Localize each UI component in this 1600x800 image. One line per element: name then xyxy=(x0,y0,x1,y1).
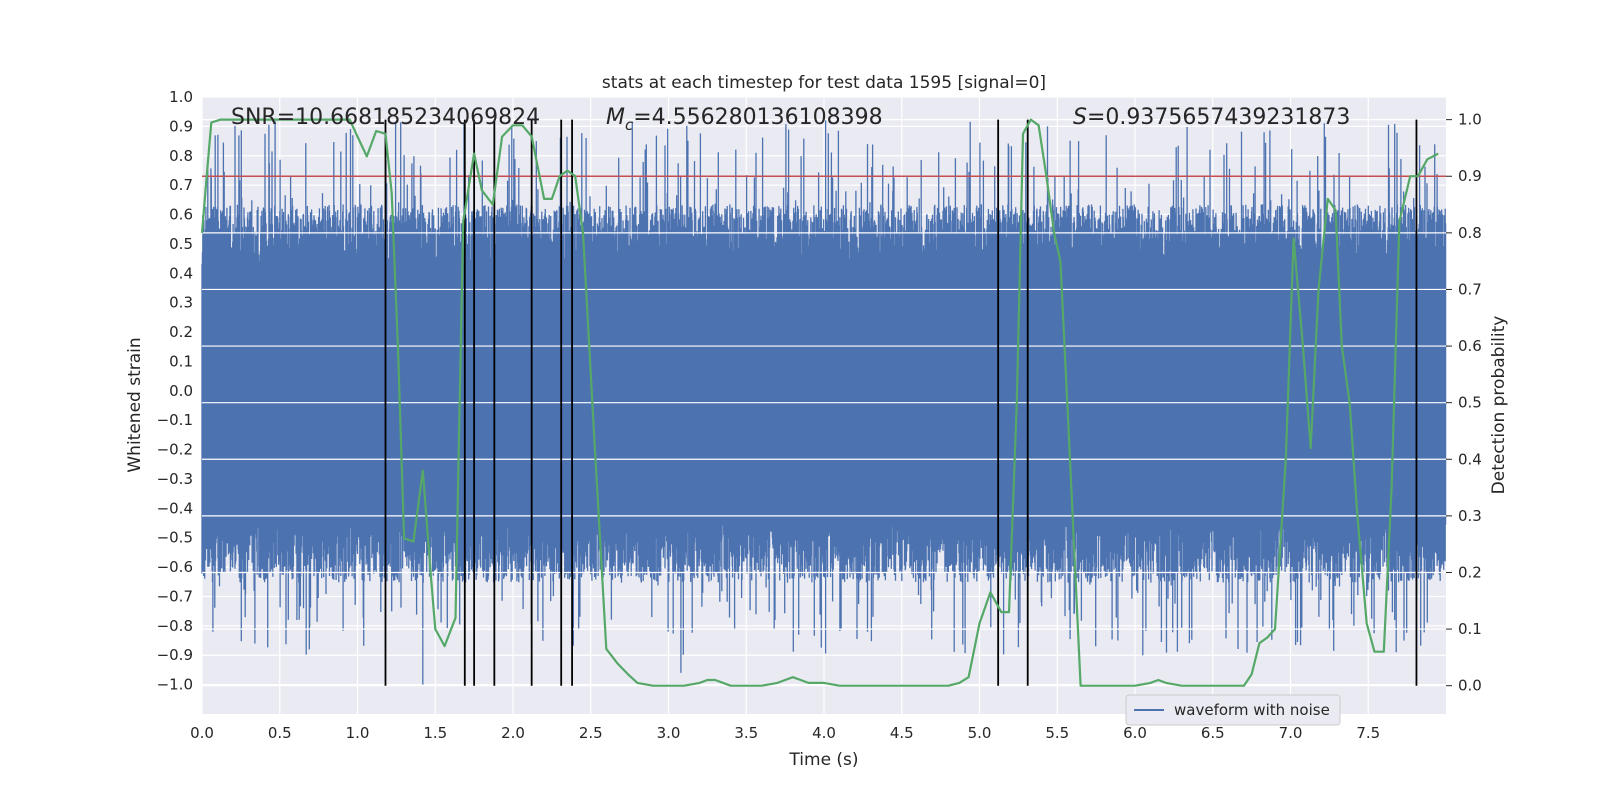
x-tick-label: 6.5 xyxy=(1201,724,1225,742)
y-tick-label: −0.3 xyxy=(157,470,193,488)
y-tick-label: −0.4 xyxy=(157,499,193,517)
x-tick-label: 6.0 xyxy=(1123,724,1147,742)
x-tick-label: 5.0 xyxy=(968,724,992,742)
legend-label-waveform: waveform with noise xyxy=(1174,701,1330,719)
x-tick-label: 7.0 xyxy=(1279,724,1303,742)
y-tick-label: 0.3 xyxy=(169,294,193,312)
chirp-mass-subscript: c xyxy=(625,116,634,134)
y-tick-label: −0.8 xyxy=(157,617,193,635)
y-tick-label: 0.1 xyxy=(169,352,193,370)
y2-tick-label: 0.5 xyxy=(1458,394,1482,412)
y-tick-label: −0.1 xyxy=(157,411,193,429)
vertical-markers xyxy=(384,119,1418,686)
y-axis-ticks: 1.0 0.9 0.8 0.7 0.6 0.5 0.4 0.3 0.2 0.1 0.0 −0.1 −0.… xyxy=(157,88,193,694)
x-tick-label: 2.5 xyxy=(579,724,603,742)
x-tick-label: 3.0 xyxy=(657,724,681,742)
s-annotation: S=0.9375657439231873 xyxy=(1073,105,1350,130)
y-tick-label: −0.7 xyxy=(157,587,193,605)
y-axis-label: Whitened strain xyxy=(125,337,145,472)
legend-box xyxy=(1125,694,1341,726)
y-tick-label: 0.0 xyxy=(169,382,193,400)
y-tick-label: 0.7 xyxy=(169,176,193,194)
y2-tick-label: 0.9 xyxy=(1458,167,1482,185)
x-axis-label: Time (s) xyxy=(788,750,858,770)
x-tick-label: 4.0 xyxy=(812,724,836,742)
y2-tick-label: 0.1 xyxy=(1458,620,1482,638)
x-tick-label: 2.0 xyxy=(501,724,525,742)
y-tick-label: 1.0 xyxy=(169,88,193,106)
y-tick-label: 0.2 xyxy=(169,323,193,341)
y-tick-label: 0.8 xyxy=(169,147,193,165)
chirp-mass-value: =4.556280136108398 xyxy=(633,105,882,130)
waveform-series xyxy=(201,120,1447,685)
x-tick-label: 5.5 xyxy=(1045,724,1069,742)
waveform-trace xyxy=(201,120,1447,685)
y2-tick-label: 1.0 xyxy=(1458,111,1482,129)
s-value: =0.9375657439231873 xyxy=(1087,105,1350,130)
y2-tick-label: 0.2 xyxy=(1458,563,1482,581)
y2-tick-label: 0.8 xyxy=(1458,224,1482,242)
y2-tick-label: 0.7 xyxy=(1458,280,1482,298)
y-tick-label: −0.2 xyxy=(157,441,193,459)
snr-annotation: SNR=10.668185234069824 xyxy=(231,105,540,130)
x-tick-label: 0.5 xyxy=(268,724,292,742)
x-axis-ticks: 0.0 0.5 1.0 1.5 2.0 2.5 3.0 3.5 4.0 4.5 5.0 5.5 6.0 6… xyxy=(190,724,1380,742)
x-tick-label: 7.5 xyxy=(1356,724,1380,742)
y-tick-label: 0.6 xyxy=(169,206,193,224)
y2-axis-label: Detection probability xyxy=(1489,316,1509,495)
x-tick-label: 4.5 xyxy=(890,724,914,742)
chirp-mass-annotation: Mc=4.556280136108398 xyxy=(606,105,883,134)
y-tick-label: −0.5 xyxy=(157,529,193,547)
y2-tick-label: 0.4 xyxy=(1458,450,1482,468)
chirp-mass-symbol: M xyxy=(606,105,625,130)
y-tick-label: 0.9 xyxy=(169,117,193,135)
detection-probability-series xyxy=(200,118,1439,687)
legend: waveform with noise xyxy=(1125,694,1341,726)
s-symbol: S xyxy=(1073,105,1087,130)
y-tick-label: 0.5 xyxy=(169,235,193,253)
y2-axis-ticks: 1.0 0.9 0.8 0.7 0.6 0.5 0.4 0.3 0.2 0.1 0.0 xyxy=(1446,111,1482,695)
y-tick-label: −0.9 xyxy=(157,646,193,664)
x-tick-label: 0.0 xyxy=(190,724,214,742)
chart-title: stats at each timestep for test data 159… xyxy=(602,73,1046,93)
y-tick-label: −1.0 xyxy=(157,676,193,694)
x-tick-label: 1.5 xyxy=(423,724,447,742)
y-tick-label: 0.4 xyxy=(169,264,193,282)
y2-tick-label: 0.3 xyxy=(1458,507,1482,525)
x-tick-label: 1.0 xyxy=(346,724,370,742)
y2-tick-label: 0.6 xyxy=(1458,337,1482,355)
detection-probability-line xyxy=(200,118,1439,687)
x-tick-label: 3.5 xyxy=(734,724,758,742)
y-tick-label: −0.6 xyxy=(157,558,193,576)
y2-tick-label: 0.0 xyxy=(1458,677,1482,695)
